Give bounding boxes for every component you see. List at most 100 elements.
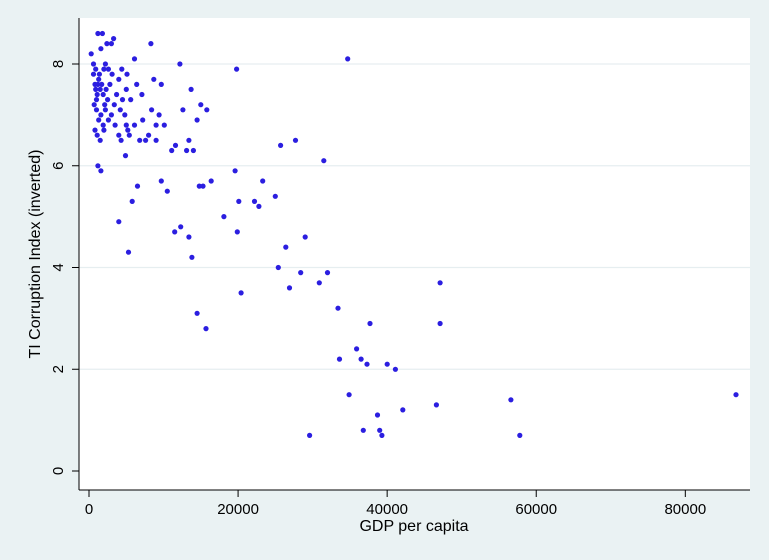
data-point [103, 86, 109, 92]
data-point [92, 127, 98, 133]
data-point [95, 81, 101, 87]
data-point [324, 270, 331, 276]
data-point [336, 356, 343, 362]
data-point [208, 178, 214, 184]
x-tick-label: 60000 [515, 501, 557, 518]
data-point [437, 320, 443, 327]
data-point [91, 102, 97, 108]
data-point [733, 392, 739, 398]
data-point [238, 290, 244, 296]
data-point [108, 41, 114, 47]
y-tick-label: 0 [50, 467, 67, 475]
axes [78, 18, 750, 491]
data-point [117, 107, 123, 113]
data-point [137, 137, 143, 143]
data-point [316, 280, 322, 286]
data-point [186, 234, 192, 240]
data-point [90, 71, 97, 77]
data-point [116, 132, 122, 138]
data-point [275, 264, 281, 271]
data-point [283, 244, 289, 250]
data-point [129, 198, 135, 204]
data-point [161, 122, 167, 128]
data-point [251, 198, 258, 204]
data-point [95, 163, 101, 169]
data-point [232, 168, 238, 174]
data-point [172, 229, 178, 235]
data-point [134, 81, 140, 87]
data-point [125, 127, 131, 133]
data-point [360, 427, 366, 433]
y-axis-title: TI Corruption Index (inverted) [27, 150, 44, 359]
data-point [164, 188, 170, 194]
data-point [234, 66, 240, 72]
data-point [392, 366, 398, 372]
data-point [94, 91, 100, 98]
data-point [125, 249, 132, 255]
x-tick-label: 80000 [664, 501, 706, 518]
data-point [508, 397, 514, 403]
data-point [158, 178, 164, 184]
data-point [307, 432, 313, 438]
data-point [169, 147, 175, 154]
y-tick-label: 8 [50, 60, 67, 68]
data-point [194, 117, 200, 123]
data-point [172, 142, 179, 148]
data-point [112, 122, 118, 128]
data-point [190, 147, 196, 154]
data-point [272, 193, 278, 199]
data-point [198, 102, 204, 108]
data-point [98, 46, 104, 52]
data-point [203, 326, 209, 332]
data-point [374, 412, 381, 418]
data-point [102, 61, 108, 67]
data-point [96, 76, 102, 82]
data-point [146, 132, 152, 138]
data-point [188, 86, 194, 92]
x-ticks: 0 20000 40000 60000 80000 [85, 490, 706, 518]
data-point [148, 41, 154, 47]
data-point [260, 178, 266, 184]
data-point [98, 112, 104, 118]
data-point [194, 310, 200, 316]
data-point [367, 320, 373, 327]
data-point [140, 117, 146, 123]
data-point [286, 285, 293, 291]
data-point [143, 137, 149, 143]
data-point [379, 432, 385, 438]
data-point [292, 137, 299, 143]
data-point [108, 112, 114, 118]
data-point [156, 112, 162, 118]
plot-area [79, 18, 750, 490]
data-point [99, 30, 105, 37]
data-point [118, 137, 124, 143]
data-point [105, 66, 111, 72]
data-point [437, 280, 443, 286]
data-point [93, 66, 99, 72]
data-point [93, 86, 99, 92]
data-point [153, 137, 159, 143]
data-point [335, 305, 341, 311]
data-point [354, 346, 360, 352]
data-point [123, 122, 129, 128]
data-point [109, 71, 115, 77]
data-point [102, 107, 108, 113]
data-point [204, 107, 210, 113]
data-point [364, 361, 370, 367]
data-point [358, 356, 364, 362]
data-point [93, 107, 100, 113]
data-point [177, 61, 183, 67]
data-point [100, 122, 106, 128]
data-point [96, 117, 102, 123]
data-point [200, 183, 206, 189]
data-point [99, 81, 105, 87]
data-point [88, 51, 94, 57]
data-point [298, 270, 304, 276]
data-point [189, 254, 195, 260]
data-point [116, 76, 122, 82]
data-point [346, 392, 352, 398]
data-point [384, 361, 390, 367]
data-point [134, 183, 141, 189]
